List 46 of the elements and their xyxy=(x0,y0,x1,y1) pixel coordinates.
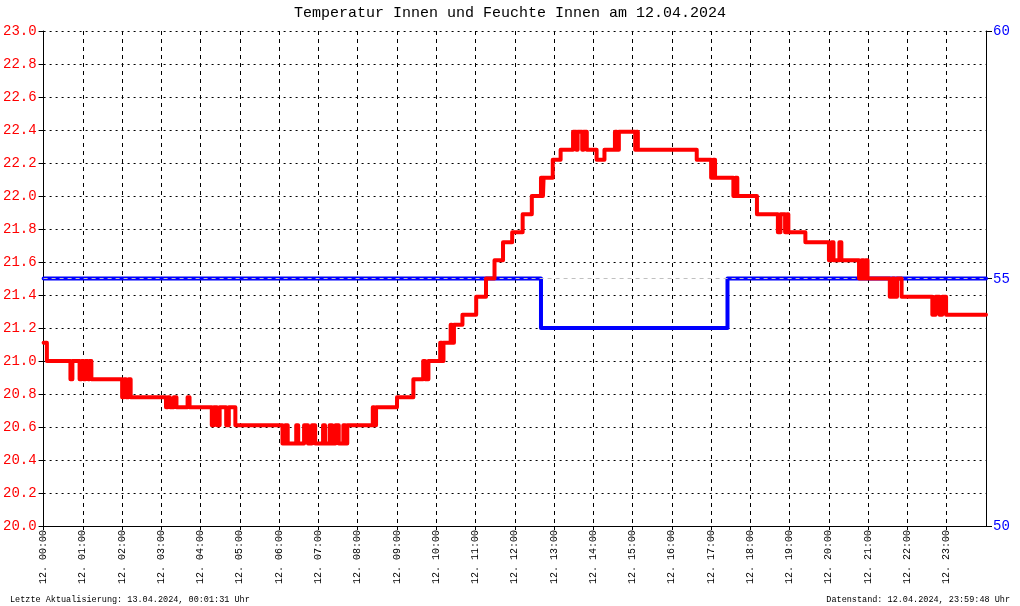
x-tick-label: 12. 10:00 xyxy=(430,530,442,585)
x-tick-label: 12. 00:00 xyxy=(38,530,50,585)
x-tick-label: 12. 11:00 xyxy=(470,530,482,585)
x-tick-label: 12. 13:00 xyxy=(548,530,560,585)
chart-title: Temperatur Innen und Feuchte Innen am 12.04.2024 xyxy=(293,5,727,22)
y-tick-label: 22.2 xyxy=(3,155,37,171)
x-tick-label: 12. 14:00 xyxy=(587,530,599,585)
y-tick-label: 20.2 xyxy=(3,485,37,501)
x-tick-label: 12. 01:00 xyxy=(77,530,89,585)
y-tick-label: 20.8 xyxy=(3,386,37,402)
x-tick-label: 12. 06:00 xyxy=(273,530,285,585)
y-tick-label: 21.2 xyxy=(3,320,37,336)
x-tick-label: 12. 07:00 xyxy=(312,530,324,585)
x-tick-label: 12. 09:00 xyxy=(391,530,403,585)
x-tick-label: 12. 21:00 xyxy=(862,530,874,585)
y-tick-label: 20.0 xyxy=(3,518,37,534)
x-tick-label: 12. 23:00 xyxy=(941,530,953,585)
x-tick-label: 12. 15:00 xyxy=(627,530,639,585)
y-tick-label: 20.6 xyxy=(3,419,37,435)
text: Datenstand: 12.04.2024, 23:59:48 Uhr xyxy=(826,595,1010,605)
x-tick-label: 12. 03:00 xyxy=(155,530,167,585)
x-tick-label: 12. 05:00 xyxy=(234,530,246,585)
x-tick-label: 12. 02:00 xyxy=(116,530,128,585)
y2-tick-label: 60 xyxy=(993,23,1010,39)
y-tick-label: 20.4 xyxy=(3,452,37,468)
y-tick-label: 22.8 xyxy=(3,56,37,72)
y-tick-label: 22.0 xyxy=(3,188,37,204)
x-tick-label: 12. 20:00 xyxy=(823,530,835,585)
text: Letzte Aktualisierung: 13.04.2024, 00:01:31 Uhr xyxy=(10,595,250,605)
x-tick-label: 12. 17:00 xyxy=(705,530,717,585)
y-tick-label: 21.6 xyxy=(3,254,37,270)
y-tick-label: 22.4 xyxy=(3,122,37,138)
y-tick-label: 22.6 xyxy=(3,89,37,105)
x-tick-label: 12. 16:00 xyxy=(666,530,678,585)
y-tick-label: 21.4 xyxy=(3,287,37,303)
y2-tick-label: 50 xyxy=(993,518,1010,534)
x-tick-label: 12. 12:00 xyxy=(509,530,521,585)
x-tick-label: 12. 22:00 xyxy=(901,530,913,585)
x-tick-label: 12. 04:00 xyxy=(195,530,207,585)
x-tick-label: 12. 08:00 xyxy=(352,530,364,585)
y2-tick-label: 55 xyxy=(993,270,1010,287)
y-tick-label: 23.0 xyxy=(3,23,37,39)
y-tick-label: 21.8 xyxy=(3,221,37,237)
y-tick-label: 21.0 xyxy=(3,353,37,369)
x-tick-label: 12. 19:00 xyxy=(784,530,796,585)
x-tick-label: 12. 18:00 xyxy=(744,530,756,585)
